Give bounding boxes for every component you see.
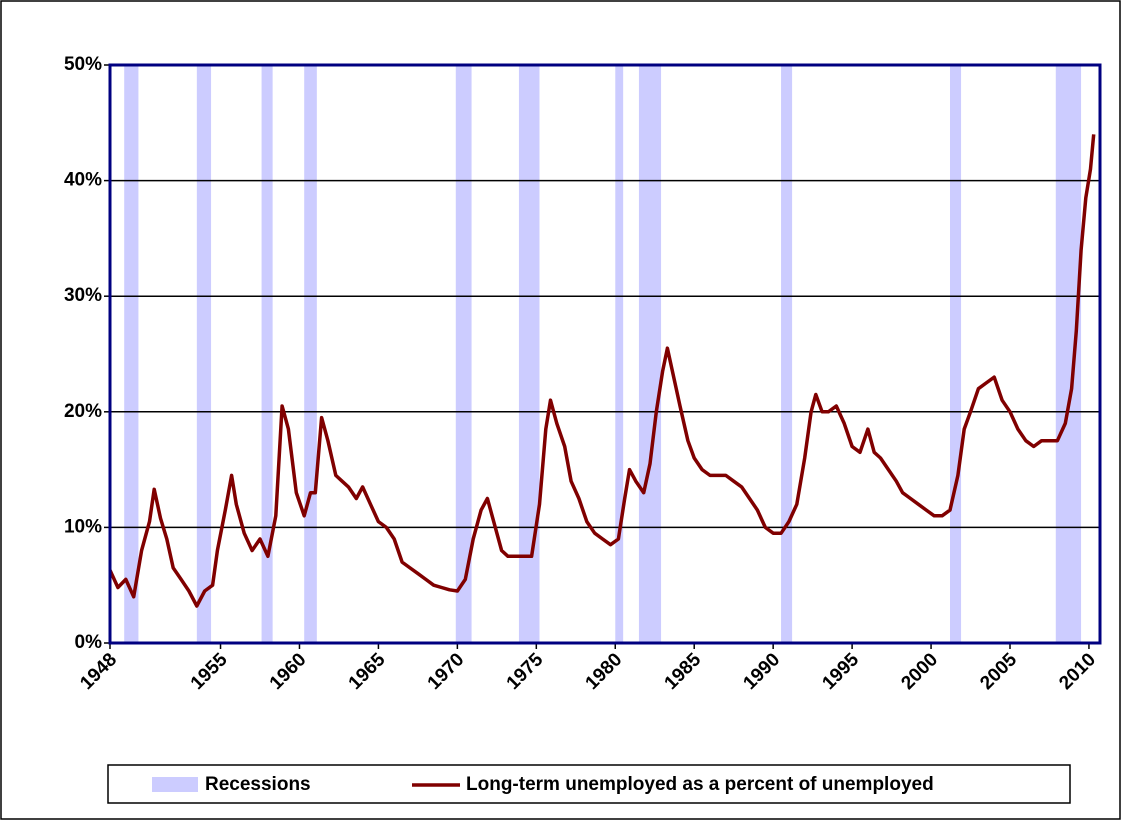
- legend-swatch: [152, 777, 198, 792]
- y-tick-label: 40%: [64, 170, 102, 191]
- legend-label: Long-term unemployed as a percent of une…: [466, 774, 934, 795]
- recession-band: [615, 65, 624, 643]
- recession-band: [304, 65, 317, 643]
- recession-band: [1055, 65, 1082, 643]
- recession-band: [518, 65, 540, 643]
- recession-band: [261, 65, 273, 643]
- legend: [107, 764, 1071, 804]
- recession-band: [455, 65, 472, 643]
- recession-band: [638, 65, 662, 643]
- y-tick-label: 50%: [64, 54, 102, 75]
- legend-label: Recessions: [205, 774, 311, 795]
- recession-band: [950, 65, 962, 643]
- plot-border: [108, 63, 1102, 645]
- recession-band: [124, 65, 139, 643]
- y-tick-label: 10%: [64, 516, 102, 537]
- y-tick-label: 30%: [64, 285, 102, 306]
- data-line: [108, 134, 1096, 608]
- recession-band: [196, 65, 212, 643]
- recession-band: [781, 65, 793, 643]
- y-tick-label: 0%: [75, 632, 103, 653]
- y-tick-label: 20%: [64, 401, 102, 422]
